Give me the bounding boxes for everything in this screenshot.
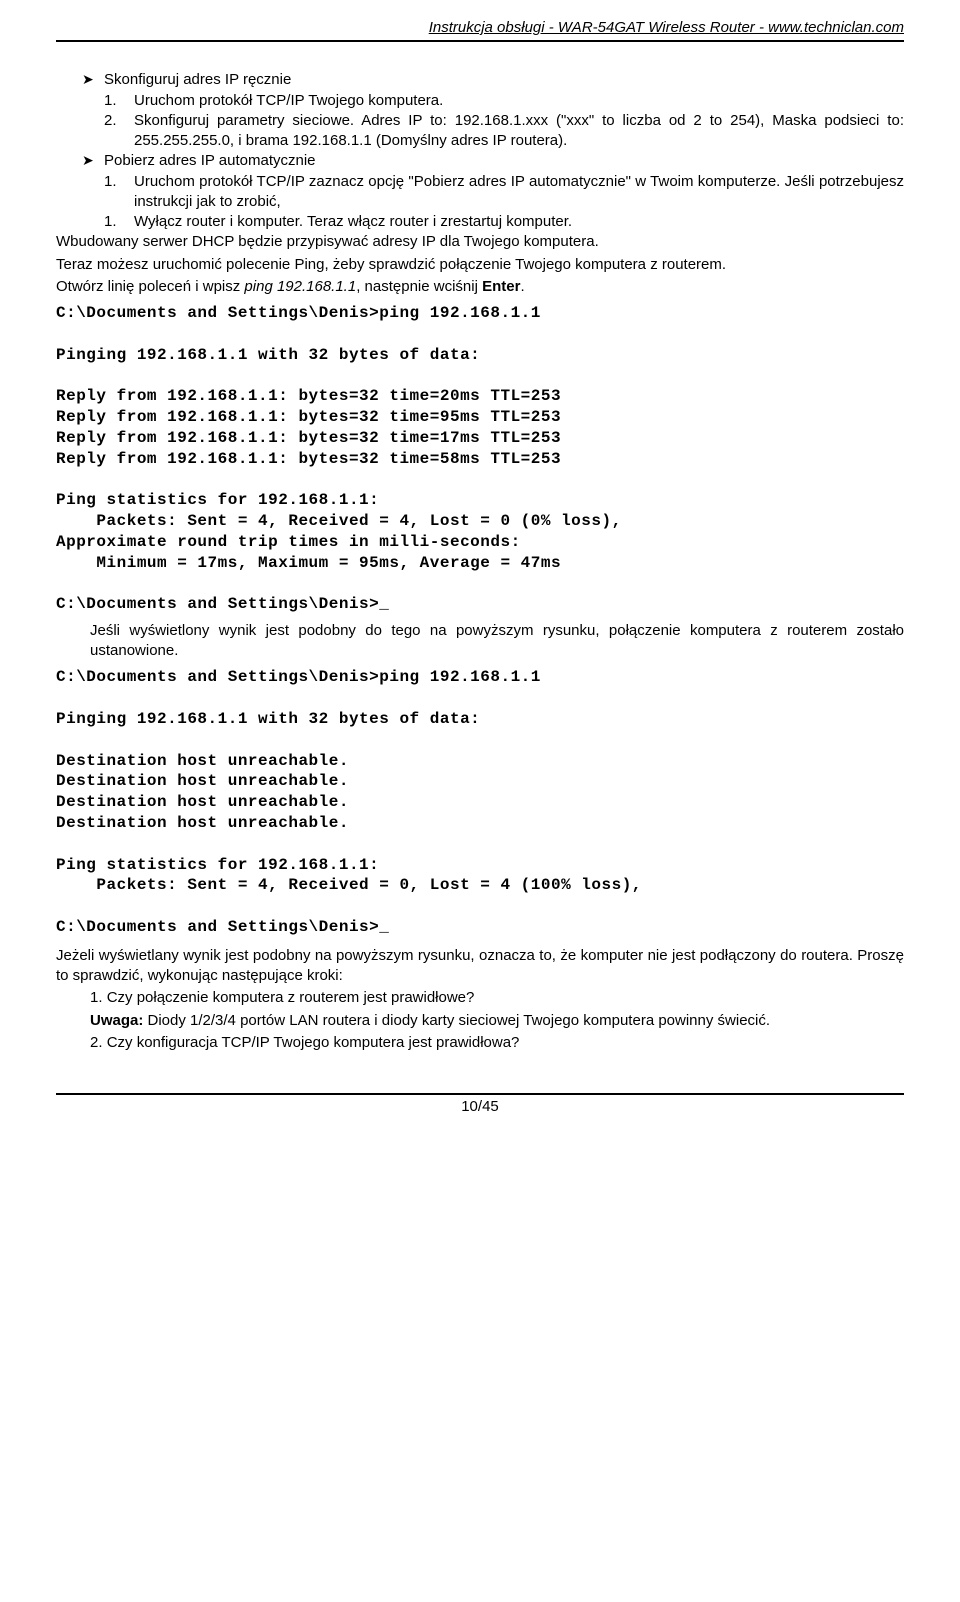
list-number: 1.	[104, 212, 134, 232]
paragraph-fail: Jeżeli wyświetlany wynik jest podobny na…	[56, 946, 904, 987]
note-line: Uwaga: Diody 1/2/3/4 portów LAN routera …	[56, 1011, 904, 1031]
list-text: Skonfiguruj parametry sieciowe. Adres IP…	[134, 111, 904, 152]
paragraph-dhcp: Wbudowany serwer DHCP będzie przypisywać…	[56, 232, 904, 252]
note-text: Diody 1/2/3/4 portów LAN routera i diody…	[143, 1012, 770, 1029]
list-text: Uruchom protokół TCP/IP zaznacz opcję "P…	[134, 172, 904, 213]
paragraph-ping-intro: Teraz możesz uruchomić polecenie Ping, ż…	[56, 255, 904, 275]
page-header: Instrukcja obsługi - WAR-54GAT Wireless …	[56, 18, 904, 42]
bullet-configure-auto: ➤ Pobierz adres IP automatycznie	[82, 151, 904, 171]
page-footer: 10/45	[56, 1093, 904, 1117]
step-text: Czy połączenie komputera z routerem jest…	[107, 989, 475, 1006]
text: .	[520, 278, 524, 295]
list-number: 2.	[104, 111, 134, 152]
step-text: Czy konfiguracja TCP/IP Twojego komputer…	[107, 1034, 520, 1051]
list-item-1: 1. Uruchom protokół TCP/IP Twojego kompu…	[104, 91, 904, 111]
enter-key: Enter	[482, 278, 520, 295]
console-output-fail: C:\Documents and Settings\Denis>ping 192…	[56, 667, 904, 937]
list-number: 1.	[104, 172, 134, 213]
list-item-4: 1. Wyłącz router i komputer. Teraz włącz…	[104, 212, 904, 232]
note-label: Uwaga:	[90, 1012, 143, 1029]
bullet-text: Pobierz adres IP automatycznie	[104, 151, 316, 171]
step-number: 1.	[90, 989, 103, 1006]
console-output-success: C:\Documents and Settings\Denis>ping 192…	[56, 303, 904, 615]
step-2: 2. Czy konfiguracja TCP/IP Twojego kompu…	[90, 1033, 904, 1053]
text: Otwórz linię poleceń i wpisz	[56, 278, 244, 295]
bullet-configure-manual: ➤ Skonfiguruj adres IP ręcznie	[82, 70, 904, 90]
bullet-text: Skonfiguruj adres IP ręcznie	[104, 70, 291, 90]
list-item-2: 2. Skonfiguruj parametry sieciowe. Adres…	[104, 111, 904, 152]
arrow-icon: ➤	[82, 151, 104, 170]
arrow-icon: ➤	[82, 70, 104, 89]
text: , następnie wciśnij	[356, 278, 482, 295]
list-number: 1.	[104, 91, 134, 111]
ping-command: ping 192.168.1.1	[244, 278, 356, 295]
step-number: 2.	[90, 1034, 103, 1051]
list-text: Uruchom protokół TCP/IP Twojego komputer…	[134, 91, 904, 111]
paragraph-success: Jeśli wyświetlony wynik jest podobny do …	[90, 621, 904, 662]
list-item-3: 1. Uruchom protokół TCP/IP zaznacz opcję…	[104, 172, 904, 213]
list-text: Wyłącz router i komputer. Teraz włącz ro…	[134, 212, 904, 232]
paragraph-ping-cmd: Otwórz linię poleceń i wpisz ping 192.16…	[56, 277, 904, 297]
page-number: 10/45	[56, 1095, 904, 1117]
step-1: 1. Czy połączenie komputera z routerem j…	[90, 988, 904, 1008]
